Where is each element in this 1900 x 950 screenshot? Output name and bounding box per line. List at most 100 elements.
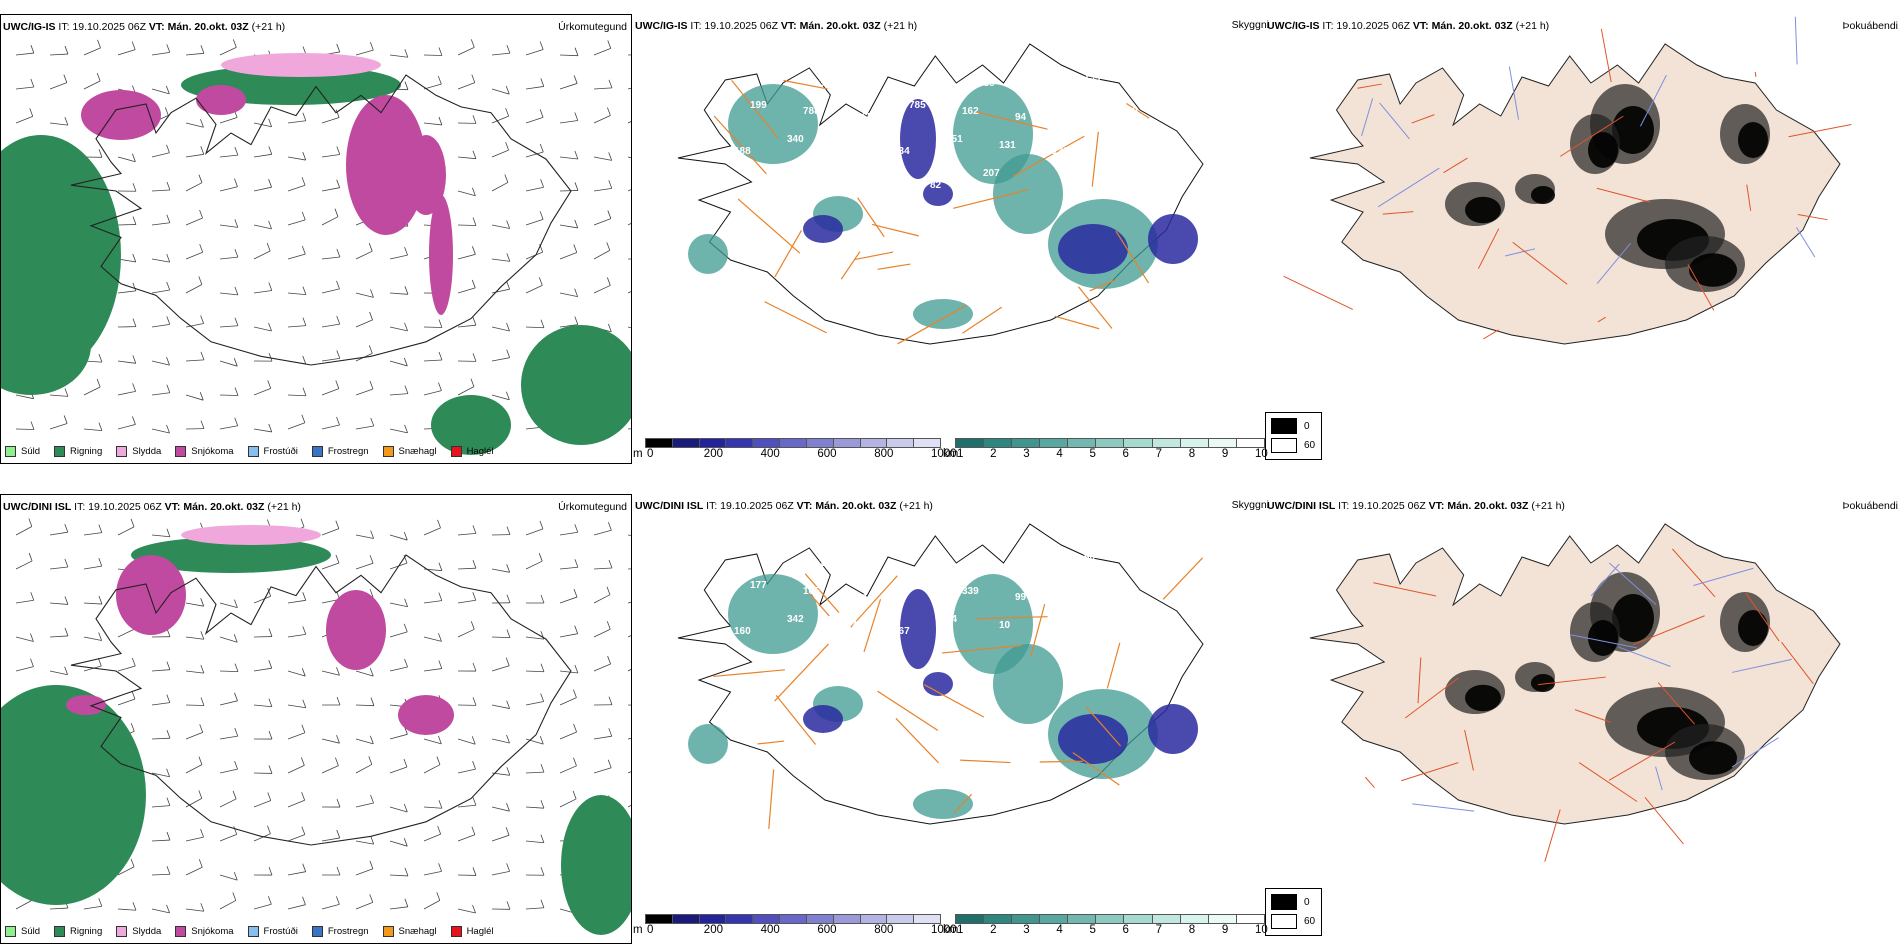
- wind-barb: [253, 866, 273, 876]
- wind-barb: [321, 667, 340, 676]
- wind-barb: [219, 634, 238, 643]
- fog-core: [1612, 106, 1654, 154]
- wind-barb: [287, 724, 306, 740]
- wind-barb: [287, 592, 307, 604]
- colorbar-tick-label: 10: [1255, 448, 1268, 460]
- wind-barb: [117, 253, 137, 263]
- wind-barb: [525, 899, 545, 910]
- legend-swatch: [175, 446, 187, 457]
- wind-barb: [423, 47, 443, 56]
- wind-barb: [559, 316, 579, 328]
- wind-barb: [83, 524, 103, 536]
- wind-barb: [423, 75, 442, 90]
- legend-item: Súld: [5, 446, 40, 457]
- panel-title: UWC/IG-IS IT: 19.10.2025 06Z VT: Mán. 20…: [1267, 20, 1550, 32]
- wind-barb: [219, 790, 237, 808]
- river: [1618, 646, 1671, 667]
- wind-barb: [117, 282, 137, 294]
- legend-item: Snæhagl: [382, 926, 437, 937]
- wind-barb: [627, 291, 631, 294]
- wind-barb: [117, 858, 135, 876]
- panel-title: UWC/IG-IS IT: 19.10.2025 06Z VT: Mán. 20…: [635, 20, 918, 32]
- high-terrain-fog: [803, 215, 843, 243]
- wind-barb: [151, 281, 171, 294]
- wind-barb: [117, 216, 137, 226]
- wind-barb: [457, 760, 476, 774]
- visibility-value-label: 339: [925, 552, 942, 563]
- colorbar-tick-label: 200: [703, 448, 723, 460]
- wind-barb: [355, 794, 374, 808]
- colorbar-tick-label: 4: [1056, 924, 1063, 936]
- sleet-area: [181, 525, 321, 545]
- wind-barb: [593, 655, 611, 672]
- wind-barb: [117, 902, 137, 911]
- wind-barb: [559, 244, 578, 260]
- colorbar-cell: [886, 438, 914, 448]
- wind-barb: [219, 248, 239, 260]
- wind-barb: [151, 730, 171, 740]
- wind-barb: [151, 44, 171, 56]
- wind-barb: [525, 834, 545, 844]
- visibility-value-label: 365: [856, 112, 873, 123]
- fog-map: [1309, 523, 1841, 862]
- colorbar-tick-label: 1: [957, 924, 964, 936]
- colorbar-cell: [913, 438, 941, 448]
- wind-barb: [15, 592, 35, 604]
- legend-label: Snjókoma: [191, 926, 234, 937]
- colorbar-tick-label: 600: [817, 924, 837, 936]
- wind-barb: [491, 391, 510, 401]
- wind-barb: [457, 697, 477, 706]
- wind-barb: [117, 690, 136, 706]
- road: [1464, 729, 1474, 771]
- km-colorbar: km 1 2 3 4 5 6 7 8 9 10: [943, 914, 1268, 940]
- road: [1483, 329, 1499, 340]
- wind-barb: [83, 149, 103, 158]
- wind-barb: [593, 210, 612, 226]
- legend-item: Rigning: [54, 446, 102, 457]
- legend-item: Frostúði: [247, 926, 298, 937]
- wind-barb: [253, 282, 273, 294]
- legend-label: Rigning: [70, 926, 103, 937]
- river: [1590, 563, 1620, 597]
- wind-barb: [117, 416, 136, 430]
- visibility-value-label: 447: [1068, 100, 1085, 111]
- wind-barb: [117, 518, 135, 536]
- road: [1013, 135, 1085, 177]
- colorbar-cell: [1151, 914, 1180, 924]
- visibility-value-label: 160: [734, 626, 751, 637]
- wind-barb: [117, 41, 136, 56]
- colorbar-cell: [859, 438, 887, 448]
- colorbar-cell: [1067, 914, 1096, 924]
- rain-area: [1, 685, 146, 905]
- visibility-value-label: 380: [713, 66, 730, 77]
- wind-barb: [355, 555, 374, 570]
- visibility-value-label: 10: [999, 620, 1011, 631]
- wind-barb: [389, 49, 409, 58]
- wind-barb: [355, 668, 374, 677]
- colorbar-cell: [1235, 914, 1265, 924]
- wind-barb: [117, 657, 136, 672]
- legend-label: Slydda: [132, 926, 162, 937]
- wind-barb: [389, 867, 409, 877]
- product-title: Úrkomutegund: [558, 21, 627, 33]
- wind-barb: [559, 150, 579, 160]
- wind-barb: [185, 119, 204, 128]
- wind-barb: [457, 736, 476, 745]
- visibility-value-label: 200: [909, 580, 926, 591]
- road: [1072, 752, 1120, 786]
- road: [1644, 797, 1684, 845]
- colorbar-tick-label: 1: [957, 448, 964, 460]
- colorbar-tick-label: 6: [1122, 924, 1129, 936]
- colorbar-cell: [725, 914, 753, 924]
- wind-barb: [253, 146, 273, 158]
- road: [941, 645, 1022, 654]
- road: [1671, 548, 1716, 598]
- wind-barb: [151, 144, 170, 158]
- wind-barb: [525, 277, 543, 294]
- visibility-value-label: 25: [771, 660, 783, 671]
- wind-barb: [185, 697, 205, 706]
- wind-barb: [321, 109, 340, 124]
- wind-barb: [457, 904, 476, 914]
- colorbar-cell: [913, 914, 941, 924]
- wind-barb: [593, 759, 612, 774]
